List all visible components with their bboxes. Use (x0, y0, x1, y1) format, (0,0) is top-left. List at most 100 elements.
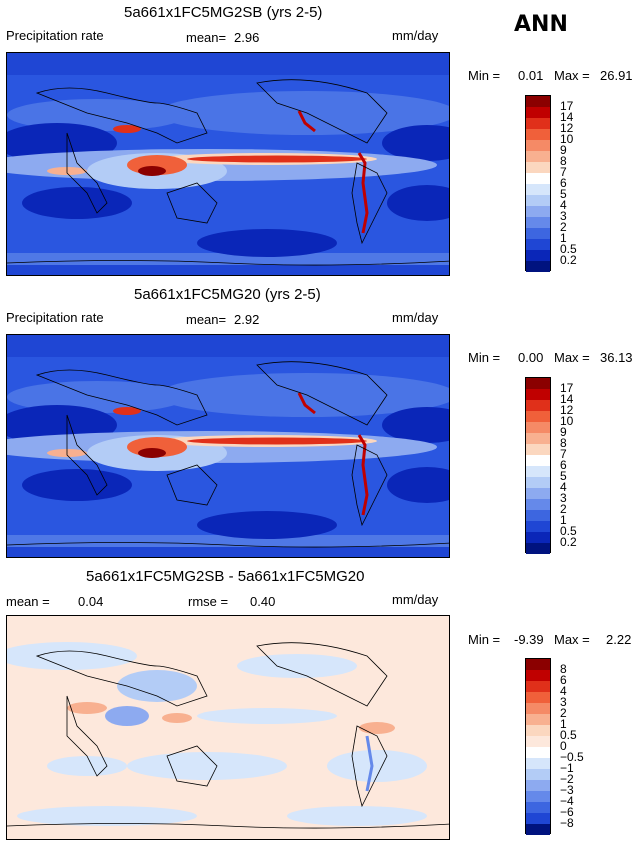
colorbar-segment (526, 488, 550, 499)
colorbar-segment (526, 129, 550, 140)
panel1-field-label: Precipitation rate (6, 28, 104, 43)
colorbar-segment (526, 140, 550, 151)
colorbar-tick-label: 17 (560, 381, 574, 395)
colorbar-tick-label: 0.5 (560, 242, 577, 256)
colorbar-tick-label: 3 (560, 209, 567, 223)
colorbar-segment (526, 499, 550, 510)
colorbar-tick-label: 10 (560, 414, 574, 428)
colorbar-tick-label: 3 (560, 695, 567, 709)
colorbar-segment (526, 824, 550, 835)
colorbar-tick-label: −8 (560, 816, 574, 830)
colorbar-segment (526, 692, 550, 703)
colorbar-segment (526, 455, 550, 466)
colorbar-tick-label: 7 (560, 165, 567, 179)
colorbar-tick-label: 14 (560, 110, 574, 124)
colorbar-tick-label: 7 (560, 447, 567, 461)
panel2-field-label: Precipitation rate (6, 310, 104, 325)
colorbar-segment (526, 681, 550, 692)
panel3-map-svg (7, 616, 449, 839)
panel2-title: 5a661x1FC5MG20 (yrs 2-5) (134, 286, 321, 303)
panel1-min-value: 0.01 (518, 68, 544, 83)
colorbar-segment (526, 477, 550, 488)
colorbar-segment (526, 791, 550, 802)
panel3-units: mm/day (392, 592, 439, 607)
panel1-min-label: Min = (468, 68, 501, 83)
panel1-units: mm/day (392, 28, 439, 43)
colorbar-tick-label: 14 (560, 392, 574, 406)
colorbar-segment (526, 378, 550, 389)
panel3-rmse-value: 0.40 (250, 594, 276, 609)
panel2-map (6, 334, 450, 558)
panel2-mean-label: mean= (186, 312, 227, 327)
panel3-colorbar (525, 658, 551, 835)
colorbar-tick-label: 2 (560, 220, 567, 234)
panel3-max-label: Max = (554, 632, 590, 647)
colorbar-segment (526, 151, 550, 162)
colorbar-tick-label: 4 (560, 684, 567, 698)
colorbar-tick-label: 0.2 (560, 253, 577, 267)
colorbar-segment (526, 532, 550, 543)
colorbar-tick-label: 2 (560, 706, 567, 720)
panel3-min-label: Min = (468, 632, 501, 647)
season-label: ANN (514, 12, 568, 37)
colorbar-segment (526, 813, 550, 824)
colorbar-segment (526, 736, 550, 747)
panel3-rmse-label: rmse = (188, 594, 229, 609)
panel3-min-value: -9.39 (514, 632, 544, 647)
colorbar-tick-label: 4 (560, 198, 567, 212)
colorbar-segment (526, 173, 550, 184)
panel2-max-value: 36.13 (600, 350, 633, 365)
colorbar-tick-label: 3 (560, 491, 567, 505)
panel3-title: 5a661x1FC5MG2SB - 5a661x1FC5MG20 (86, 568, 365, 585)
colorbar-segment (526, 411, 550, 422)
colorbar-tick-label: 1 (560, 717, 567, 731)
colorbar-segment (526, 747, 550, 758)
panel1-mean-value: 2.96 (234, 30, 260, 45)
colorbar-tick-label: 10 (560, 132, 574, 146)
colorbar-segment (526, 780, 550, 791)
colorbar-segment (526, 725, 550, 736)
panel1-mean-label: mean= (186, 30, 227, 45)
panel2-map-svg (7, 335, 449, 557)
panel3-map (6, 615, 450, 840)
colorbar-segment (526, 769, 550, 780)
panel3-mean-value: 0.04 (78, 594, 104, 609)
colorbar-tick-label: 8 (560, 662, 567, 676)
colorbar-segment (526, 250, 550, 261)
panel1-title: 5a661x1FC5MG2SB (yrs 2-5) (124, 4, 323, 21)
colorbar-tick-label: 12 (560, 121, 574, 135)
colorbar-segment (526, 670, 550, 681)
colorbar-tick-label: −6 (560, 805, 574, 819)
panel2-min-value: 0.00 (518, 350, 544, 365)
colorbar-segment (526, 543, 550, 554)
colorbar-tick-label: 1 (560, 513, 567, 527)
panel3-mean-label: mean = (6, 594, 50, 609)
colorbar-tick-label: −3 (560, 783, 574, 797)
colorbar-segment (526, 118, 550, 129)
colorbar-segment (526, 389, 550, 400)
colorbar-tick-label: 8 (560, 436, 567, 450)
colorbar-segment (526, 261, 550, 272)
colorbar-tick-label: 6 (560, 176, 567, 190)
colorbar-segment (526, 239, 550, 250)
colorbar-segment (526, 107, 550, 118)
colorbar-tick-label: 5 (560, 187, 567, 201)
colorbar-tick-label: −4 (560, 794, 574, 808)
colorbar-tick-label: 9 (560, 425, 567, 439)
panel1-colorbar (525, 95, 551, 272)
colorbar-tick-label: 0.5 (560, 728, 577, 742)
colorbar-tick-label: 17 (560, 99, 574, 113)
colorbar-tick-label: −1 (560, 761, 574, 775)
colorbar-tick-label: 6 (560, 458, 567, 472)
colorbar-segment (526, 422, 550, 433)
panel2-units: mm/day (392, 310, 439, 325)
colorbar-segment (526, 228, 550, 239)
panel2-colorbar (525, 377, 551, 554)
colorbar-segment (526, 466, 550, 477)
colorbar-segment (526, 802, 550, 813)
colorbar-tick-label: 0.2 (560, 535, 577, 549)
colorbar-tick-label: 1 (560, 231, 567, 245)
panel1-max-label: Max = (554, 68, 590, 83)
colorbar-segment (526, 510, 550, 521)
colorbar-segment (526, 400, 550, 411)
